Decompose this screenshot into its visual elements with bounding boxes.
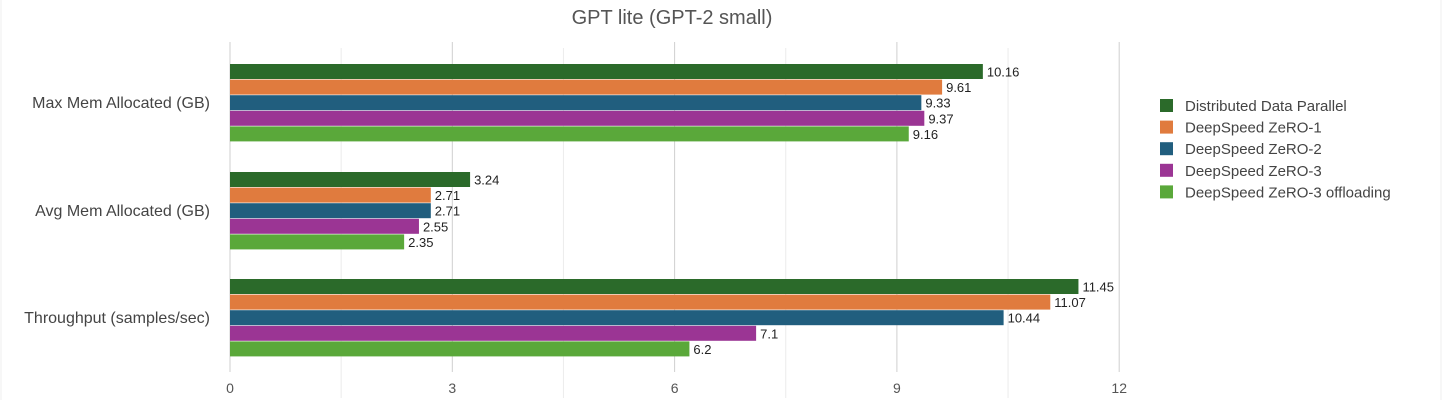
bar bbox=[230, 64, 983, 79]
data-label: 11.07 bbox=[1054, 295, 1086, 310]
tick-label: 3 bbox=[448, 380, 456, 396]
data-label: 9.16 bbox=[913, 127, 938, 142]
data-label: 6.2 bbox=[693, 342, 711, 357]
tick-label: 12 bbox=[1111, 380, 1127, 396]
legend-swatch bbox=[1160, 185, 1173, 199]
bar bbox=[230, 126, 909, 142]
data-label: 2.71 bbox=[435, 188, 460, 203]
data-label: 11.45 bbox=[1082, 280, 1114, 295]
bar bbox=[230, 310, 1004, 326]
data-label: 9.33 bbox=[925, 96, 950, 111]
data-label: 3.24 bbox=[474, 173, 499, 188]
bar bbox=[230, 110, 925, 126]
data-label: 7.1 bbox=[760, 326, 778, 341]
bar bbox=[230, 79, 943, 95]
data-label: 10.44 bbox=[1008, 311, 1041, 326]
category-label: Throughput (samples/sec) bbox=[24, 310, 210, 327]
bar bbox=[230, 172, 471, 187]
tick-label: 9 bbox=[893, 380, 901, 396]
legend-label: DeepSpeed ZeRO-3 offloading bbox=[1185, 184, 1391, 201]
legend-swatch bbox=[1160, 99, 1173, 112]
data-label: 2.35 bbox=[408, 235, 433, 250]
legend-label: DeepSpeed ZeRO-3 bbox=[1185, 163, 1322, 180]
bar bbox=[230, 325, 757, 341]
category-label: Avg Mem Allocated (GB) bbox=[35, 203, 210, 220]
data-label: 10.16 bbox=[987, 65, 1020, 80]
bar bbox=[230, 218, 419, 234]
bar bbox=[230, 234, 405, 250]
tick-label: 6 bbox=[671, 380, 679, 396]
bar bbox=[230, 279, 1079, 294]
legend-label: Distributed Data Parallel bbox=[1185, 98, 1347, 115]
legend-label: DeepSpeed ZeRO-2 bbox=[1185, 141, 1322, 158]
category-labels: Max Mem Allocated (GB) Avg Mem Allocated … bbox=[24, 95, 210, 327]
bar bbox=[230, 187, 431, 203]
legend: Distributed Data Parallel DeepSpeed ZeRO-… bbox=[1160, 98, 1391, 201]
x-axis-ticks: 0 3 6 9 12 bbox=[226, 380, 1127, 396]
legend-swatch bbox=[1160, 163, 1173, 177]
legend-label: DeepSpeed ZeRO-1 bbox=[1185, 120, 1322, 137]
data-label: 9.61 bbox=[946, 80, 971, 95]
data-label: 9.37 bbox=[928, 111, 953, 126]
bar bbox=[230, 341, 690, 357]
data-label: 2.71 bbox=[435, 204, 460, 219]
legend-swatch bbox=[1160, 142, 1173, 156]
chart-title: GPT lite (GPT-2 small) bbox=[572, 7, 773, 29]
bar bbox=[230, 203, 431, 219]
tick-label: 0 bbox=[226, 380, 234, 396]
bar bbox=[230, 95, 922, 111]
data-label: 2.55 bbox=[423, 219, 448, 234]
legend-swatch bbox=[1160, 120, 1173, 134]
bars: 10.169.619.339.379.163.242.712.712.552.3… bbox=[230, 64, 1114, 357]
category-label: Max Mem Allocated (GB) bbox=[32, 95, 210, 112]
bar bbox=[230, 294, 1051, 310]
